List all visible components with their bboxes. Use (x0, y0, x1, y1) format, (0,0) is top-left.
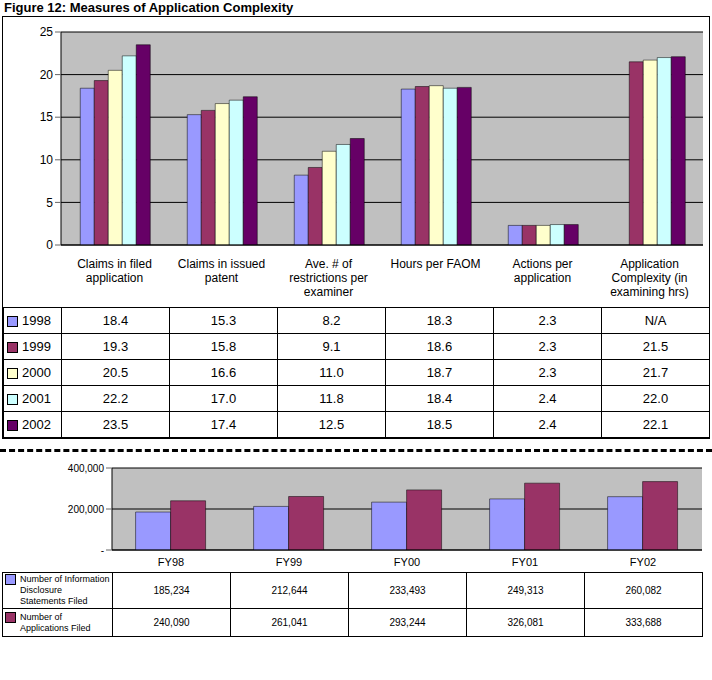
html-text:18.4: 18.4 (102, 313, 129, 328)
svg-text:FY98: FY98 (158, 556, 184, 568)
html-text:22.1: 22.1 (642, 417, 669, 432)
svg-text:FY00: FY00 (394, 556, 420, 568)
svg-text:-: - (101, 545, 104, 556)
html-text:N/A: N/A (644, 313, 667, 328)
html-text:2.3: 2.3 (538, 365, 557, 380)
html-text:Number of Applications Filed: Number of Applications Filed (20, 611, 91, 633)
html-text:249,313: 249,313 (507, 585, 544, 596)
html-text:2.4: 2.4 (538, 417, 557, 432)
html-text:Number of Information Disclosu: Number of Information Disclosure Stateme… (20, 574, 110, 606)
html-text:15.3: 15.3 (210, 313, 237, 328)
html-text:2.3: 2.3 (538, 339, 557, 354)
html-text:261,041: 261,041 (271, 617, 308, 628)
html-text:2.4: 2.4 (538, 391, 557, 406)
html-text:20.5: 20.5 (102, 365, 129, 380)
svg-text:0: 0 (46, 238, 53, 252)
html-text:212,644: 212,644 (271, 585, 308, 596)
svg-text:200,000: 200,000 (68, 504, 105, 515)
svg-text:FY01: FY01 (512, 556, 538, 568)
html-text:185,234: 185,234 (153, 585, 190, 596)
html-text:2001: 2001 (22, 391, 51, 406)
svg-text:400,000: 400,000 (68, 463, 105, 474)
html-text:16.6: 16.6 (210, 365, 237, 380)
html-text:17.0: 17.0 (210, 391, 237, 406)
html-text:21.5: 21.5 (642, 339, 669, 354)
html-text:293,244: 293,244 (389, 617, 426, 628)
html-text:18.4: 18.4 (426, 391, 453, 406)
html-text:333,688: 333,688 (625, 617, 662, 628)
html-text:Ave. # of restrictions per exa: Ave. # of restrictions per examiner (289, 257, 368, 299)
html-text:17.4: 17.4 (210, 417, 237, 432)
html-text:18.3: 18.3 (426, 313, 453, 328)
html-text:2.3: 2.3 (538, 313, 557, 328)
html-text:260,082: 260,082 (625, 585, 662, 596)
html-text:11.8: 11.8 (319, 391, 344, 406)
html-text:22.0: 22.0 (642, 391, 669, 406)
html-text:23.5: 23.5 (102, 417, 129, 432)
html-text:18.5: 18.5 (426, 417, 453, 432)
html-text:22.2: 22.2 (102, 391, 129, 406)
html-text:8.2: 8.2 (322, 313, 341, 328)
html-text:19.3: 19.3 (102, 339, 129, 354)
html-text:11.0: 11.0 (319, 365, 344, 380)
html-text:233,493: 233,493 (389, 585, 426, 596)
html-text:15.8: 15.8 (210, 339, 237, 354)
html-text:Application Complexity (in exa: Application Complexity (in examining hrs… (610, 257, 689, 299)
html-text:Claims in filed application: Claims in filed application (77, 257, 152, 285)
html-text:Actions per application: Actions per application (512, 257, 573, 285)
html-text:326,081: 326,081 (507, 617, 544, 628)
html-text:21.7: 21.7 (642, 365, 669, 380)
html-text:Claims in issued patent: Claims in issued patent (177, 257, 266, 285)
html-text:Figure 12: Measures of Applica: Figure 12: Measures of Application Compl… (4, 0, 294, 15)
html-text:2002: 2002 (22, 417, 51, 432)
html-text:1999: 1999 (22, 339, 51, 354)
html-text:18.7: 18.7 (426, 365, 453, 380)
html-text:9.1: 9.1 (322, 339, 341, 354)
svg-text:FY02: FY02 (630, 556, 656, 568)
svg-text:15: 15 (40, 110, 54, 124)
html-text:Hours per FAOM: Hours per FAOM (390, 257, 481, 271)
svg-text:20: 20 (40, 68, 54, 82)
html-text:1998: 1998 (22, 313, 51, 328)
html-text:2000: 2000 (22, 365, 51, 380)
svg-text:10: 10 (40, 153, 54, 167)
html-text:12.5: 12.5 (318, 417, 345, 432)
html-text:240,090: 240,090 (153, 617, 190, 628)
svg-text:5: 5 (46, 196, 53, 210)
svg-text:25: 25 (40, 25, 54, 39)
html-text:18.6: 18.6 (426, 339, 453, 354)
svg-text:FY99: FY99 (276, 556, 302, 568)
